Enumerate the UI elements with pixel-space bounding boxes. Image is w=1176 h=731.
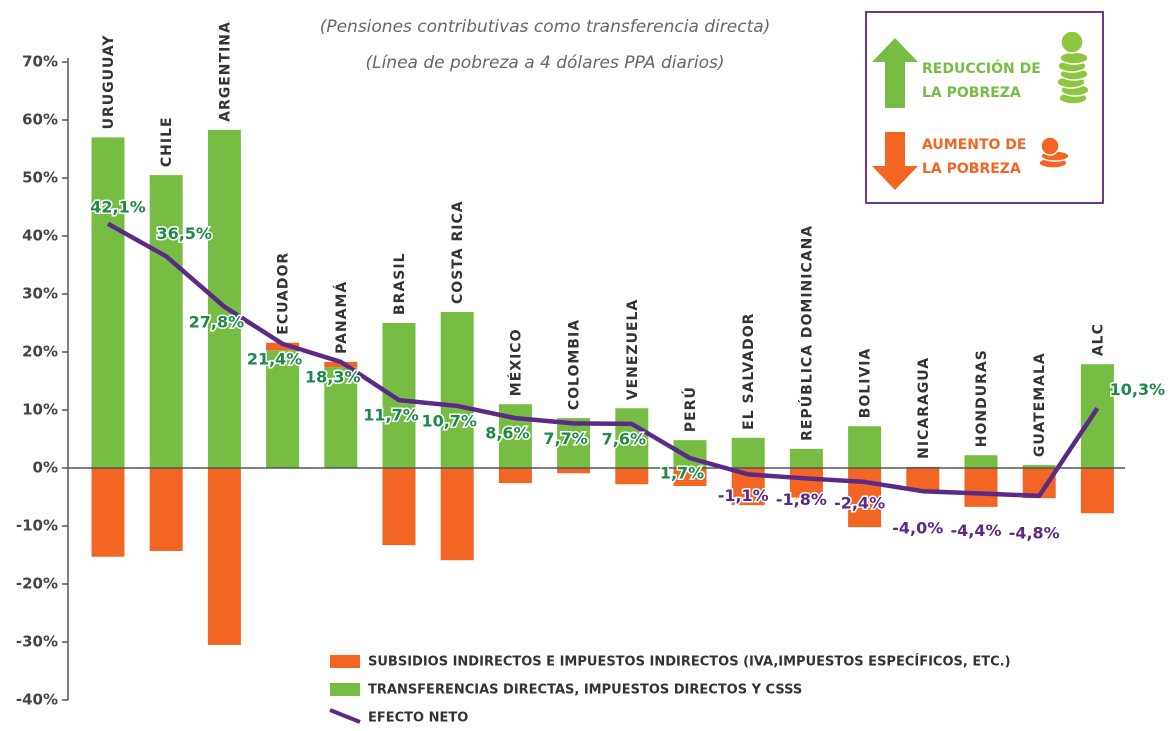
bar [615,408,649,468]
bar [1022,465,1056,468]
y-tick-label: -40% [16,691,58,709]
bar [149,468,183,551]
subtitle: (Pensiones contributivas como transferen… [320,17,771,37]
y-tick-label: 20% [22,343,58,361]
category-label: COLOMBIA [567,319,583,410]
value-label: 10,3% [1110,380,1166,399]
value-label: -4,8% [1009,523,1060,542]
value-label: -1,8% [776,490,827,509]
bar [440,468,474,561]
bar [91,468,125,557]
bar [906,468,940,491]
category-label: PERÚ [681,386,699,432]
category-label: EL SALVADOR [741,313,757,430]
legend-swatch [330,655,360,668]
value-label: 1,7% [660,464,704,483]
category-label: ECUADOR [276,252,292,335]
y-tick-label: 60% [22,111,58,129]
value-label: 8,6% [485,424,529,443]
value-label: 42,1% [90,197,146,216]
net-line [106,221,1100,499]
bar [615,468,649,485]
bar [848,468,882,528]
category-label: MÉXICO [507,329,524,397]
bar [91,137,125,468]
value-label: 27,8% [189,312,245,331]
key-text: REDUCCIÓN DE [922,59,1041,77]
legend-label: TRANSFERENCIAS DIRECTAS, IMPUESTOS DIREC… [368,683,802,698]
value-label: 7,6% [602,429,646,448]
category-label: REPÚBLICA DOMINICANA [797,225,815,441]
bar [324,367,358,468]
bar [382,323,416,468]
y-tick-label: 10% [22,401,58,419]
category-label: ALC [1090,323,1106,356]
category-label: BRASIL [392,253,408,316]
up-arrow [872,38,918,108]
category-label: GUATEMALA [1032,352,1048,457]
y-tick-label: 70% [22,53,58,71]
bar [557,468,591,474]
value-label: 36,5% [156,224,212,243]
value-label: 7,7% [543,429,587,448]
y-tick-label: -30% [16,633,58,651]
subtitle: (Línea de pobreza a 4 dólares PPA diario… [365,53,724,73]
bar [964,468,998,507]
key-text: AUMENTO DE [922,137,1027,153]
category-label: NICARAGUA [916,357,932,459]
bar [149,175,183,468]
y-tick-label: 50% [22,169,58,187]
category-label: URUGUUAY [101,34,117,129]
value-label: 18,3% [305,367,361,386]
legend: SUBSIDIOS INDIRECTOS E IMPUESTOS INDIREC… [329,654,1011,726]
y-tick-label: -20% [16,575,58,593]
value-label: -4,4% [950,521,1001,540]
down-arrow [872,132,918,190]
bar [673,468,707,486]
value-label: 11,7% [363,406,419,425]
bar [266,350,300,468]
bar [789,448,823,468]
bar [789,468,823,498]
bar [964,455,998,468]
legend-line [329,708,361,724]
value-label: 21,4% [247,349,303,368]
legend-label: EFECTO NETO [368,711,468,726]
key-box: REDUCCIÓN DE LA POBREZA AUMENTO DE LA PO… [865,11,1104,204]
bar [382,468,416,546]
bar [266,342,300,351]
category-label: VENEZUELA [625,299,641,401]
bar [848,426,882,468]
bar [731,437,765,468]
y-tick-label: 30% [22,285,58,303]
legend-swatch [330,683,360,696]
key-text: LA POBREZA [922,161,1021,177]
y-tick-label: 0% [33,459,58,477]
value-label: -1,1% [718,486,769,505]
key-text: LA POBREZA [922,85,1021,101]
category-label: CHILE [159,116,175,167]
y-tick-label: 40% [22,227,58,245]
coin-stack [1056,30,1090,105]
value-label: 10,7% [421,411,477,430]
value-label: -4,0% [892,519,943,538]
coin-stack [1038,136,1070,169]
category-label: HONDURAS [974,349,990,447]
category-label: BOLIVIA [858,348,874,419]
bar [498,468,532,484]
category-label: COSTA RICA [450,200,466,304]
category-label: ARGENTINA [217,21,233,122]
bar [207,468,241,645]
bar [557,418,591,468]
legend-label: SUBSIDIOS INDIRECTOS E IMPUESTOS INDIREC… [368,654,1011,670]
bar [1080,364,1114,468]
value-label: -2,4% [834,493,885,512]
bar [440,311,474,468]
bar [1080,468,1114,514]
category-label: PANAMÁ [333,281,350,354]
y-tick-label: -10% [16,517,58,535]
